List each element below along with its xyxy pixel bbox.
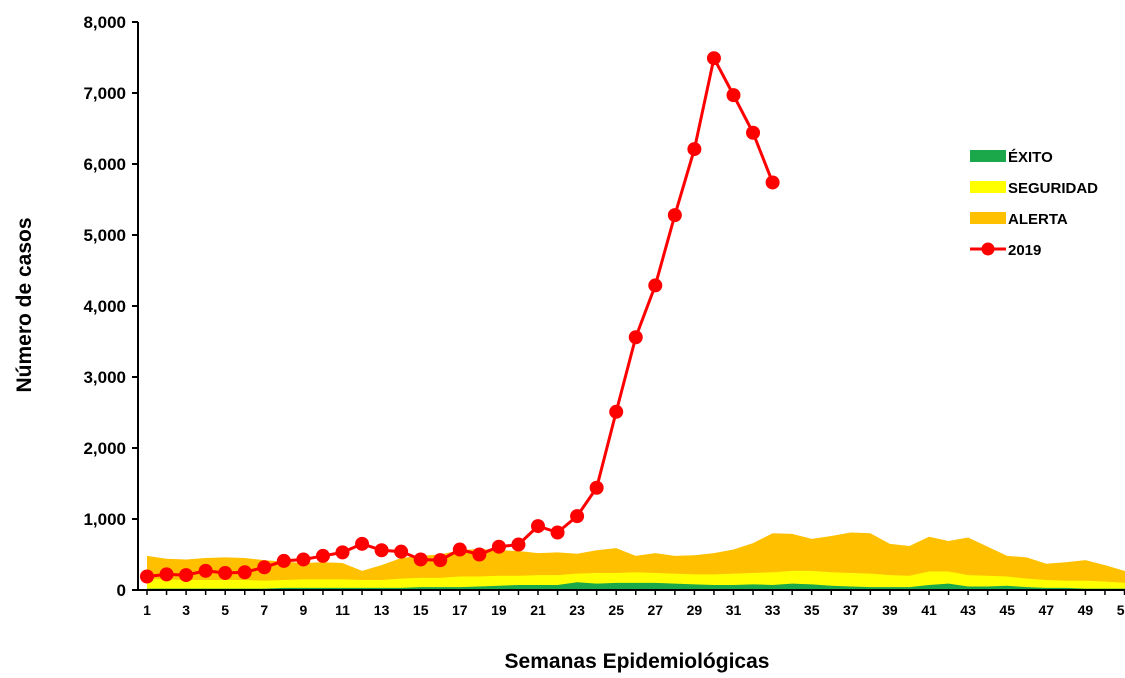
- point-2019: [491, 539, 506, 554]
- legend-swatch-seguridad: [970, 181, 1006, 193]
- line-2019: [146, 53, 774, 579]
- point-2019: [648, 278, 663, 293]
- point-2019: [589, 480, 604, 495]
- point-2019: [355, 536, 370, 551]
- y-tick-label: 5,000: [83, 226, 126, 245]
- x-tick-label: 29: [687, 602, 703, 618]
- point-2019: [531, 519, 545, 534]
- point-2019: [296, 552, 311, 567]
- x-tick-label: 19: [491, 602, 507, 618]
- x-tick-label: 37: [843, 602, 859, 618]
- legend-label-2019: 2019: [1008, 242, 1041, 259]
- legend: ÉXITO SEGURIDAD ALERTA 2019: [970, 149, 1098, 259]
- point-2019: [570, 509, 585, 524]
- legend-marker-2019: [981, 242, 995, 256]
- y-tick-label: 6,000: [83, 155, 126, 174]
- point-2019: [179, 568, 194, 583]
- series-2019: [140, 51, 780, 584]
- area-exito: [147, 582, 1125, 590]
- point-2019: [765, 175, 780, 190]
- x-tick-label: 27: [648, 602, 664, 618]
- point-2019: [374, 543, 389, 558]
- point-2019: [472, 547, 487, 562]
- x-tick-label: 31: [726, 602, 742, 618]
- threshold-areas: [147, 532, 1125, 590]
- legend-label-alerta: ALERTA: [1008, 211, 1068, 228]
- area-seguridad: [147, 570, 1125, 590]
- x-tick-label: 39: [882, 602, 898, 618]
- x-tick-label: 23: [569, 602, 585, 618]
- legend-swatch-exito: [970, 150, 1006, 162]
- x-tick-label: 43: [960, 602, 976, 618]
- y-tick-label: 0: [117, 581, 126, 600]
- y-axis-title: Número de casos: [13, 217, 36, 392]
- point-2019: [706, 51, 721, 66]
- point-2019: [726, 88, 741, 103]
- x-tick-label: 5: [221, 602, 229, 618]
- point-2019: [237, 565, 252, 580]
- point-2019: [218, 565, 233, 580]
- x-tick-label: 45: [999, 602, 1015, 618]
- point-2019: [687, 142, 702, 157]
- x-tick-label: 13: [374, 602, 390, 618]
- x-tick-label: 47: [1039, 602, 1055, 618]
- x-tick-label: 3: [182, 602, 190, 618]
- x-tick-label: 1: [143, 602, 151, 618]
- point-2019: [433, 553, 448, 568]
- x-tick-label: 35: [804, 602, 820, 618]
- y-tick-label: 8,000: [83, 13, 126, 32]
- point-2019: [394, 544, 409, 559]
- x-tick-label: 49: [1078, 602, 1094, 618]
- tick-labels: 0 1,000 2,000 3,000 4,000 5,000 6,000 7,000 8,00…: [83, 13, 1125, 618]
- x-tick-label: 41: [921, 602, 937, 618]
- point-2019: [198, 563, 213, 578]
- legend-swatch-alerta: [970, 212, 1006, 224]
- legend-label-seguridad: SEGURIDAD: [1008, 180, 1098, 197]
- legend-label-exito: ÉXITO: [1008, 149, 1053, 166]
- x-tick-label: 33: [765, 602, 781, 618]
- point-2019: [257, 560, 272, 575]
- y-tick-label: 4,000: [83, 297, 126, 316]
- point-2019: [511, 537, 526, 552]
- point-2019: [276, 553, 291, 568]
- x-axis-title: Semanas Epidemiológicas: [505, 650, 770, 673]
- y-tick-label: 1,000: [83, 510, 126, 529]
- axes: [132, 21, 1125, 595]
- point-2019: [335, 545, 350, 560]
- y-tick-label: 3,000: [83, 368, 126, 387]
- x-tick-label: 9: [300, 602, 308, 618]
- point-2019: [628, 330, 643, 345]
- y-tick-label: 2,000: [83, 439, 126, 458]
- x-tick-label: 17: [452, 602, 468, 618]
- x-tick-label: 25: [608, 602, 624, 618]
- point-2019: [746, 125, 761, 140]
- x-tick-label: 21: [530, 602, 546, 618]
- point-2019: [315, 548, 330, 563]
- point-2019: [452, 542, 467, 557]
- point-2019: [667, 208, 682, 223]
- y-tick-label: 7,000: [83, 84, 126, 103]
- point-2019: [140, 569, 154, 584]
- x-tick-label: 7: [260, 602, 268, 618]
- x-tick-label: 11: [335, 602, 350, 618]
- x-tick-label: 51: [1117, 602, 1125, 618]
- point-2019: [550, 525, 565, 540]
- x-tick-label: 15: [413, 602, 429, 618]
- point-2019: [413, 552, 428, 567]
- point-2019: [159, 567, 174, 582]
- point-2019: [609, 404, 624, 419]
